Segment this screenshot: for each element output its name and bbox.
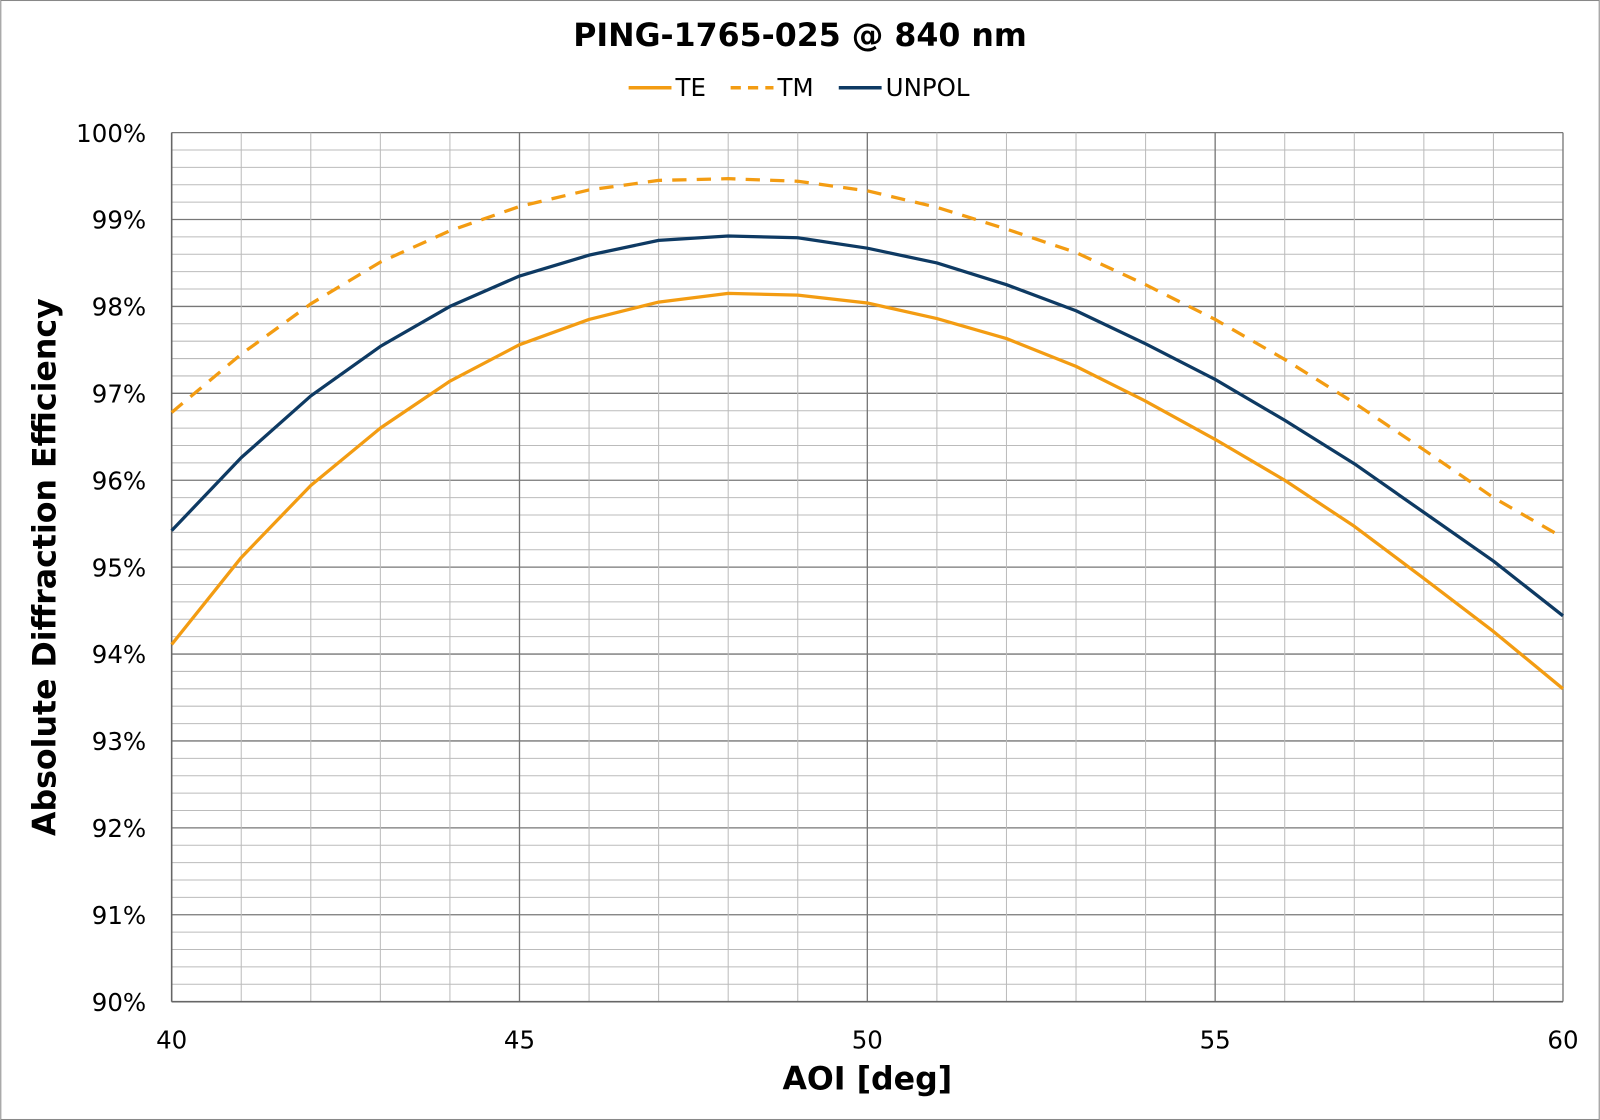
x-tick-label: 50	[852, 1026, 883, 1055]
y-tick-label: 98%	[92, 293, 146, 322]
legend-label-te: TE	[675, 73, 706, 102]
x-tick-label: 45	[504, 1026, 535, 1055]
y-axis-label: Absolute Diffraction Efficiency	[27, 298, 63, 836]
y-tick-label: 100%	[76, 119, 146, 148]
series-line-tm	[170, 177, 1564, 540]
y-tick-label: 94%	[92, 640, 146, 669]
y-tick-label: 99%	[92, 206, 146, 235]
grid	[170, 131, 1564, 1003]
y-tick-label: 95%	[92, 553, 146, 582]
y-tick-label: 92%	[92, 814, 146, 843]
series-lines	[170, 177, 1565, 691]
x-axis-label: AOI [deg]	[782, 1061, 952, 1097]
tick-labels: 40 45 50 55 60 90% 91% 92% 93% 94% 95% 96% 97% 98% 99%…	[76, 119, 1578, 1055]
y-tick-label: 97%	[92, 380, 146, 409]
legend-label-unpol: UNPOL	[886, 73, 970, 102]
x-tick-label: 60	[1547, 1026, 1578, 1055]
y-tick-label: 91%	[92, 901, 146, 930]
series-line-unpol	[170, 234, 1564, 618]
legend: TE TM UNPOL	[628, 73, 970, 102]
y-tick-label: 90%	[92, 988, 146, 1017]
y-tick-label: 96%	[92, 466, 146, 495]
x-tick-label: 40	[156, 1026, 187, 1055]
chart-title: PING-1765-025 @ 840 nm	[573, 18, 1027, 54]
x-tick-label: 55	[1200, 1026, 1231, 1055]
y-tick-label: 93%	[92, 727, 146, 756]
legend-label-tm: TM	[777, 73, 814, 102]
series-line-te	[170, 291, 1565, 691]
